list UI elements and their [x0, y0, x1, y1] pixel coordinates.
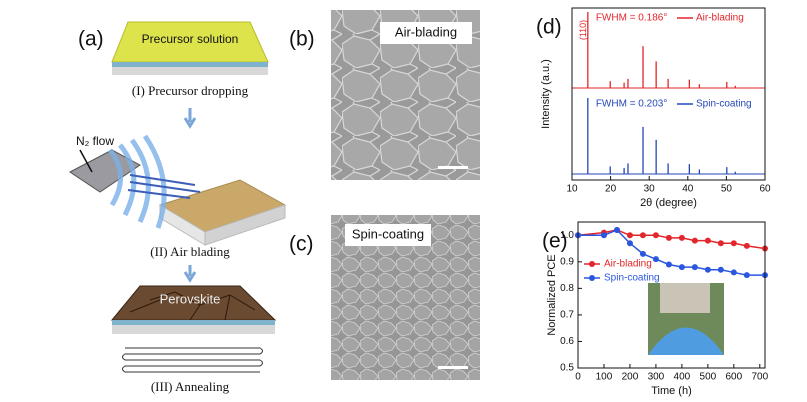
marker: [717, 240, 724, 247]
caption: Air-blading: [395, 24, 457, 39]
photo: [648, 327, 724, 355]
step-label: (III) Annealing: [151, 379, 230, 394]
step-label: (I) Precursor dropping: [132, 83, 249, 98]
pointer: [79, 149, 93, 173]
gas-flow: [127, 174, 201, 199]
panel-b: (b) Air-blading: [289, 10, 480, 180]
grain-boundary: [129, 291, 256, 321]
substrate: [112, 320, 275, 325]
marker: [730, 269, 737, 276]
marker: [678, 234, 685, 241]
heater: [122, 347, 263, 373]
x-tick-label: 60: [759, 184, 771, 195]
marker: [626, 240, 633, 247]
y-tick-label: 0.9: [560, 256, 574, 267]
panel-label: (d): [536, 16, 562, 39]
panel-label: (b): [289, 28, 315, 51]
marker: [704, 266, 711, 273]
legend-label: Air-blading: [696, 13, 744, 24]
layer-label: Precursor solution: [142, 32, 239, 46]
panel-c: (c) Spin-coating: [289, 215, 480, 380]
arrow: [183, 265, 197, 283]
marker: [600, 232, 607, 239]
legend-marker: [589, 275, 595, 281]
annotation: FWHM = 0.203°: [596, 99, 668, 110]
x-tick-label: 0: [575, 372, 581, 383]
layer-label: Perovskite: [160, 291, 221, 306]
substrate: [204, 204, 286, 246]
substrate: [112, 62, 268, 67]
y-axis-label: Normalized PCE: [546, 254, 558, 335]
panel-a: (a) Precursor solution (I) Precursor dro…: [69, 21, 287, 394]
x-tick-label: 10: [566, 184, 578, 195]
marker: [613, 226, 620, 233]
x-tick-label: 300: [648, 372, 665, 383]
marker: [743, 272, 750, 279]
legend-marker: [589, 261, 595, 267]
scale-bar: [438, 166, 468, 169]
caption-box: [345, 224, 431, 246]
marker: [665, 234, 672, 241]
x-tick-label: 100: [596, 372, 613, 383]
y-tick-label: 0.5: [560, 363, 574, 374]
scale-bar: [438, 366, 468, 369]
photo: [660, 283, 710, 313]
marker: [691, 237, 698, 244]
y-tick-label: 0.8: [560, 283, 574, 294]
panel-label: (e): [542, 230, 568, 253]
x-tick-label: 40: [682, 184, 694, 195]
x-tick-label: 700: [751, 372, 768, 383]
substrate: [112, 325, 275, 334]
y-tick-label: 0.7: [560, 310, 574, 321]
marker: [717, 266, 724, 273]
x-axis-label: 2θ (degree): [640, 197, 697, 209]
marker: [665, 261, 672, 268]
y-axis-label: Intensity (a.u.): [540, 59, 552, 129]
panel-label: (c): [289, 233, 314, 256]
x-tick-label: 50: [721, 184, 733, 195]
substrate: [112, 67, 268, 75]
marker: [678, 264, 685, 271]
plot-frame: [577, 221, 766, 369]
marker: [652, 256, 659, 263]
gas-label: N₂ flow: [76, 134, 114, 148]
gas-flow: [107, 134, 167, 229]
arrow: [183, 108, 197, 129]
marker: [704, 237, 711, 244]
marker: [730, 240, 737, 247]
x-tick-label: 500: [700, 372, 717, 383]
marker: [639, 232, 646, 239]
x-tick-label: 20: [605, 184, 617, 195]
y-tick-label: 1.0: [560, 230, 574, 241]
marker: [639, 250, 646, 257]
y-tick-label: 0.6: [560, 336, 574, 347]
annotation: FWHM = 0.186°: [596, 13, 668, 24]
caption: Spin-coating: [352, 226, 424, 241]
step-label: (II) Air blading: [150, 244, 230, 259]
legend-label: Spin-coating: [696, 99, 752, 110]
x-tick-label: 30: [644, 184, 656, 195]
panel-label: (a): [78, 28, 104, 51]
air-knife: [69, 149, 141, 193]
legend-label: Spin-coating: [604, 273, 660, 284]
marker: [652, 232, 659, 239]
x-tick-label: 200: [622, 372, 639, 383]
marker: [691, 264, 698, 271]
inset-photo: [648, 283, 724, 355]
plot-frame: [571, 7, 766, 181]
caption-box: [380, 22, 472, 44]
x-tick-label: 400: [674, 372, 691, 383]
annotation: (110): [578, 20, 588, 40]
marker: [743, 242, 750, 249]
marker: [626, 232, 633, 239]
legend-label: Air-blading: [604, 259, 652, 270]
x-axis-label: Time (h): [651, 385, 692, 397]
x-tick-label: 600: [725, 372, 742, 383]
